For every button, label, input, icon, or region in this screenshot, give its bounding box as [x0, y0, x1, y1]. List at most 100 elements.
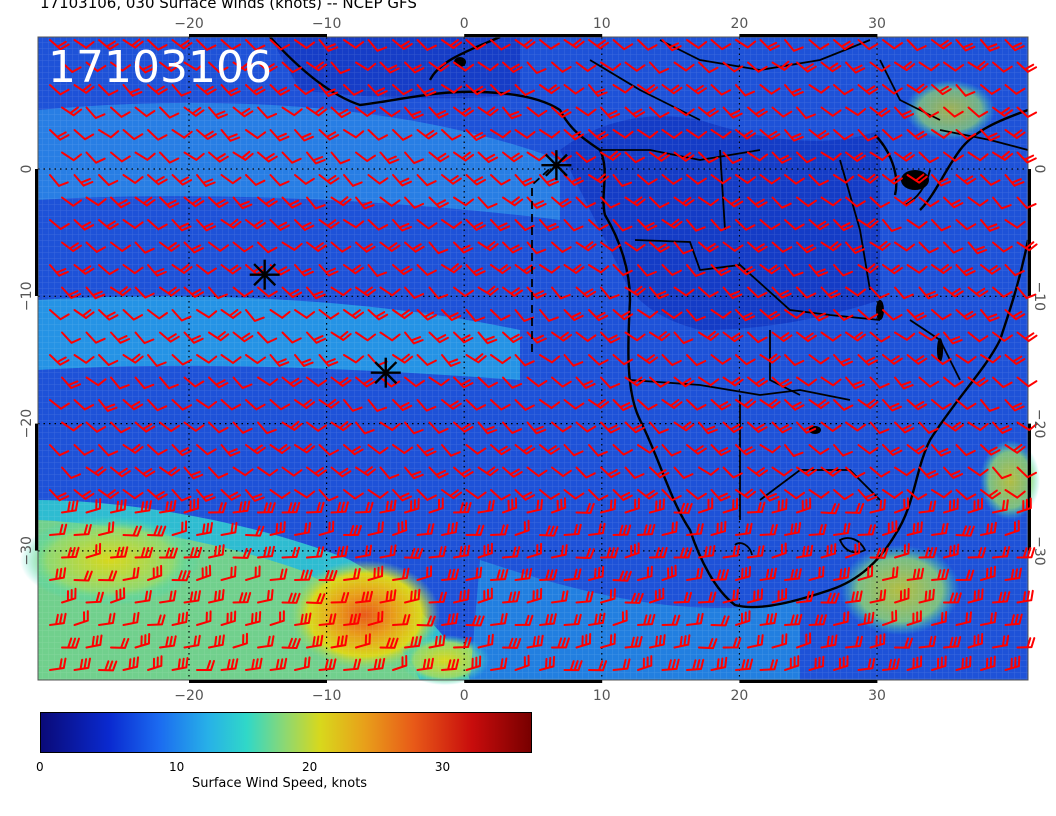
wind-barb [208, 151, 229, 163]
lon-tick-label-top: −10 [312, 16, 342, 32]
wind-barb [477, 331, 498, 345]
wind-barb [735, 444, 756, 456]
wind-barb [759, 39, 780, 51]
wind-barb [514, 219, 535, 231]
wind-barb [61, 466, 81, 479]
wind-barb [784, 444, 804, 457]
wind-barb [318, 174, 340, 185]
wind-barb [796, 106, 816, 120]
wind-barb [735, 354, 756, 366]
wind-barb [931, 84, 952, 96]
wind-barb [208, 421, 229, 434]
wind-barb [61, 637, 80, 649]
wind-barb [490, 399, 511, 411]
wind-barb [134, 106, 156, 118]
wind-barb [686, 523, 704, 536]
colorbar [40, 712, 532, 753]
wind-barb [796, 61, 817, 73]
wind-barb [845, 286, 867, 297]
wind-barb [85, 196, 107, 207]
wind-barb [171, 219, 192, 232]
wind-barb [955, 174, 977, 185]
wind-barb [1004, 39, 1025, 52]
wind-barb [306, 331, 327, 344]
wind-barb [208, 106, 228, 120]
wind-barb [379, 106, 401, 118]
wind-barb [171, 489, 192, 502]
wind-barb [894, 466, 916, 477]
wind-barb [894, 61, 916, 72]
wind-barb [441, 39, 463, 49]
wind-barb [477, 285, 499, 296]
wind-barb [624, 542, 640, 559]
wind-barb [710, 489, 731, 502]
wind-barb [98, 489, 120, 500]
wind-barb [490, 657, 508, 671]
wind-barb [281, 546, 301, 559]
wind-barb [955, 399, 977, 410]
wind-barb [673, 106, 695, 117]
wind-barb [612, 444, 633, 456]
lat-tick-label-right: −20 [1031, 409, 1047, 439]
wind-barb [943, 421, 965, 432]
wind-barb [196, 84, 217, 96]
wind-barb [539, 309, 559, 322]
wind-barb [269, 568, 288, 581]
wind-barb [796, 151, 817, 164]
wind-barb [514, 567, 533, 581]
wind-barb [747, 545, 765, 559]
wind-barb [612, 39, 634, 51]
wind-barb [833, 129, 854, 141]
wind-barb [686, 444, 707, 455]
wind-barb [281, 286, 303, 299]
wind-barb [857, 39, 879, 51]
wind-barb [686, 219, 706, 232]
wind-barb [943, 331, 963, 345]
wind-barb [330, 466, 352, 478]
wind-barb [869, 421, 890, 435]
wind-barb [1004, 264, 1025, 277]
wind-barb [147, 129, 168, 141]
wind-barb [735, 309, 756, 322]
wind-barb [759, 612, 778, 626]
wind-barb [441, 263, 463, 274]
wind-barb [85, 286, 106, 300]
wind-barb [624, 497, 640, 514]
wind-barb [245, 129, 267, 139]
wind-barb [355, 61, 377, 71]
wind-barb [710, 354, 732, 365]
wind-barb [257, 286, 278, 298]
wind-barb [232, 547, 252, 559]
wind-barb [710, 399, 732, 411]
wind-barb [73, 444, 94, 456]
wind-barb [514, 399, 535, 411]
wind-barb [318, 658, 337, 671]
wind-barb [330, 421, 352, 432]
wind-barb [379, 196, 401, 207]
wind-barb [906, 567, 925, 581]
wind-barb [318, 129, 340, 141]
wind-barb [147, 525, 167, 537]
wind-barb [208, 331, 230, 342]
wind-barb [49, 219, 70, 230]
wind-barb [931, 611, 948, 626]
wind-barb [122, 489, 144, 500]
wind-barb [98, 660, 118, 672]
wind-barb [147, 309, 168, 320]
wind-barb [588, 612, 606, 626]
wind-barb [122, 129, 144, 141]
colorbar-tick-label: 0 [36, 760, 44, 774]
wind-barb [796, 466, 818, 477]
wind-barb [1016, 286, 1037, 300]
wind-barb [122, 443, 144, 454]
wind-barb [379, 241, 401, 252]
wind-barb [575, 548, 595, 559]
wind-barb [220, 218, 242, 229]
wind-barb [147, 174, 168, 186]
wind-barb [220, 354, 242, 364]
wind-barb [61, 286, 82, 299]
wind-barb [196, 39, 217, 51]
wind-barb [453, 589, 470, 604]
wind-barb [967, 196, 989, 207]
wind-barb [869, 547, 889, 559]
